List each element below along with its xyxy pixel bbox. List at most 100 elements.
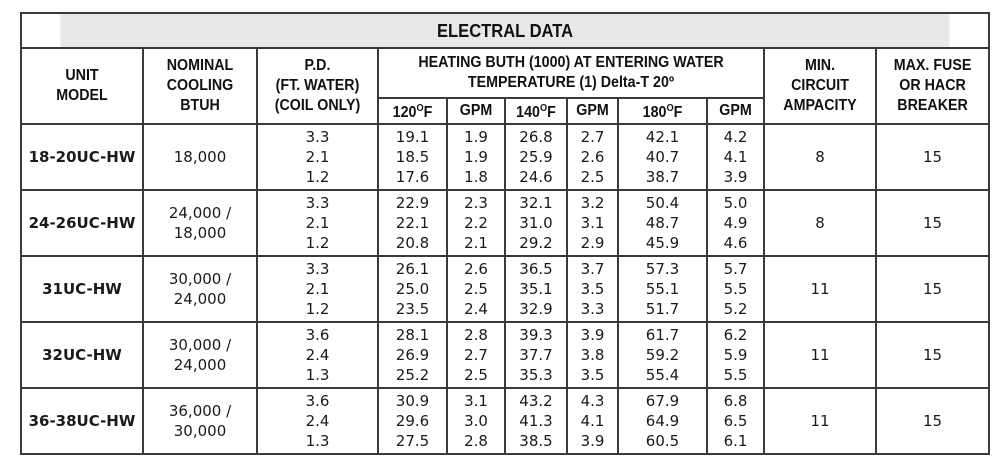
text-line: 6.5 xyxy=(723,412,748,430)
text-line: 38.5 xyxy=(519,432,553,450)
text-line: 18,000 xyxy=(173,148,227,166)
cell-t120: 30.9 29.6 27.5 xyxy=(377,387,448,455)
text-line: MODEL xyxy=(56,87,108,104)
text-line: P.D. xyxy=(304,57,331,74)
header-pd: P.D. (FT. WATER) (COIL ONLY) xyxy=(260,47,375,125)
cell-max-fuse: 15 xyxy=(874,123,991,191)
text-line: TEMPERATURE (1) Delta-T 20º xyxy=(467,74,675,91)
cell-gpm120: 2.8 2.7 2.5 xyxy=(446,321,506,389)
cell-gpm140: 3.9 3.8 3.5 xyxy=(566,321,619,389)
text-line: 5.5 xyxy=(723,280,748,298)
cell-pd: 3.3 2.1 1.2 xyxy=(256,189,379,257)
cell-cooling: 30,000 / 24,000 xyxy=(142,321,258,389)
text-line: 3.3 xyxy=(305,128,330,146)
header-temperature: 180OF xyxy=(620,97,705,125)
text-line: 5.2 xyxy=(723,300,748,318)
text-line: 43.2 xyxy=(519,392,553,410)
text-line: 2.1 xyxy=(305,214,330,232)
text-line: 48.7 xyxy=(645,214,680,232)
text-line: 67.9 xyxy=(645,392,680,410)
text-line: 27.5 xyxy=(395,432,430,450)
text-line: 3.5 xyxy=(580,366,605,384)
text-line: 18.5 xyxy=(395,148,430,166)
cell-t140: 32.1 31.0 29.2 xyxy=(504,189,568,257)
header-gpm: GPM xyxy=(568,97,617,125)
cell-gpm140: 3.7 3.5 3.3 xyxy=(566,255,619,323)
cell-gpm180: 4.2 4.1 3.9 xyxy=(706,123,765,191)
text-line: MAX. FUSE xyxy=(893,57,972,74)
cell-pd: 3.3 2.1 1.2 xyxy=(256,255,379,323)
text-line: UNIT xyxy=(65,67,99,84)
text-line: 6.2 xyxy=(723,326,748,344)
text-line: 3.8 xyxy=(580,346,605,364)
text-line: 2.3 xyxy=(464,194,488,212)
text-line: 19.1 xyxy=(395,128,430,146)
text-line: 2.4 xyxy=(305,346,330,364)
text-line: 28.1 xyxy=(395,326,430,344)
text-line: 35.1 xyxy=(519,280,553,298)
text-line: 3.6 xyxy=(305,326,330,344)
text-line: 2.1 xyxy=(305,148,330,166)
header-gpm: GPM xyxy=(708,97,763,125)
text-line: 1.9 xyxy=(464,128,488,146)
text-line: 2.6 xyxy=(580,148,605,166)
text-line: 30.9 xyxy=(395,392,430,410)
cell-cooling: 30,000 / 24,000 xyxy=(142,255,258,323)
cell-cooling: 36,000 / 30,000 xyxy=(142,387,258,455)
text-line: 20.8 xyxy=(395,234,430,252)
text-line: 45.9 xyxy=(645,234,680,252)
cell-t120: 22.9 22.1 20.8 xyxy=(377,189,448,257)
text-line: NOMINAL xyxy=(166,57,234,74)
text-line: 40.7 xyxy=(645,148,680,166)
text-line: 22.1 xyxy=(395,214,430,232)
cell-t180: 67.9 64.9 60.5 xyxy=(617,387,708,455)
text-line: AMPACITY xyxy=(783,97,857,114)
cell-t120: 19.1 18.5 17.6 xyxy=(377,123,448,191)
table-row: 32UC-HW 30,000 / 24,000 3.6 2.4 1.3 28.1 26.9 25… xyxy=(20,321,991,389)
text-line: 29.2 xyxy=(519,234,553,252)
text-line: 18,000 xyxy=(173,224,227,242)
cell-t180: 50.4 48.7 45.9 xyxy=(617,189,708,257)
cell-model: 18-20UC-HW xyxy=(20,123,144,191)
text-line: 1.2 xyxy=(305,300,330,318)
header-max-fuse: MAX. FUSE OR HACR BREAKER xyxy=(879,47,986,125)
table-row: 31UC-HW 30,000 / 24,000 3.3 2.1 1.2 26.1 25.0 23… xyxy=(20,255,991,323)
text-line: 26.8 xyxy=(519,128,553,146)
text-line: 35.3 xyxy=(519,366,553,384)
temperature-degree: O xyxy=(416,103,424,114)
text-line: 26.1 xyxy=(395,260,430,278)
text-line: 36,000 / xyxy=(168,402,232,420)
cell-min-circuit: 8 xyxy=(763,189,877,257)
text-line: 2.8 xyxy=(464,326,488,344)
cell-gpm120: 1.9 1.9 1.8 xyxy=(446,123,506,191)
text-line: 2.5 xyxy=(580,168,605,186)
cell-t180: 42.1 40.7 38.7 xyxy=(617,123,708,191)
text-line: 5.7 xyxy=(723,260,748,278)
cell-model: 36-38UC-HW xyxy=(20,387,144,455)
text-line: 57.3 xyxy=(645,260,680,278)
text-line: 4.3 xyxy=(580,392,605,410)
text-line: 36.5 xyxy=(519,260,553,278)
text-line: 32.9 xyxy=(519,300,553,318)
text-line: CIRCUIT xyxy=(791,77,849,94)
cell-pd: 3.6 2.4 1.3 xyxy=(256,387,379,455)
cell-pd: 3.3 2.1 1.2 xyxy=(256,123,379,191)
text-line: 24,000 xyxy=(173,356,227,374)
cell-gpm120: 3.1 3.0 2.8 xyxy=(446,387,506,455)
text-line: BTUH xyxy=(180,97,220,114)
text-line: 38.7 xyxy=(645,168,680,186)
text-line: 2.4 xyxy=(305,412,330,430)
cell-max-fuse: 15 xyxy=(874,255,991,323)
text-line: 3.1 xyxy=(464,392,488,410)
text-line: 1.9 xyxy=(464,148,488,166)
text-line: 3.7 xyxy=(580,260,605,278)
text-line: 30,000 / xyxy=(168,336,232,354)
text-line: 4.1 xyxy=(580,412,605,430)
text-line: 4.9 xyxy=(723,214,748,232)
text-line: 3.0 xyxy=(464,412,488,430)
cell-t140: 26.8 25.9 24.6 xyxy=(504,123,568,191)
text-line: 3.9 xyxy=(580,432,605,450)
text-line: 2.8 xyxy=(464,432,488,450)
header-temperature: 120OF xyxy=(379,97,446,125)
table-title: ELECTRAL DATA xyxy=(58,12,952,49)
